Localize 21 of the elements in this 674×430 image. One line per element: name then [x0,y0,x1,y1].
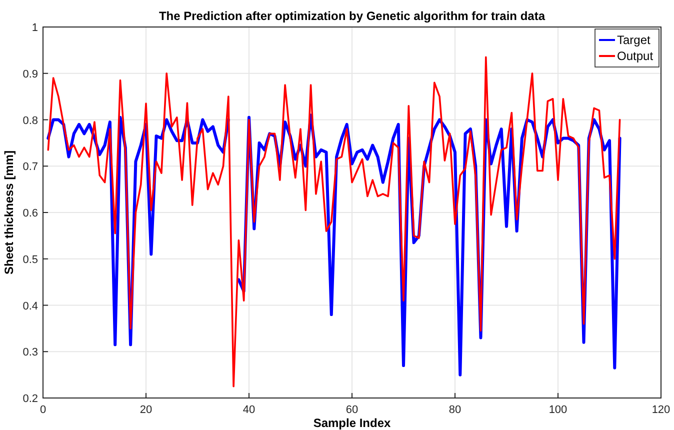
y-tick-label: 0.3 [22,346,38,359]
y-tick-label: 1 [32,22,38,34]
y-tick-label: 0.4 [22,300,38,312]
x-tick-label: 100 [548,404,568,416]
y-tick-label: 0.2 [22,393,38,405]
y-tick-label: 0.7 [22,161,38,174]
x-tick-label: 20 [140,404,152,416]
x-axis-title: Sample Index [313,416,391,430]
legend-label: Target [617,33,652,47]
y-tick-label: 0.8 [22,114,38,127]
x-tick-label: 80 [448,404,462,416]
chart-title: The Prediction after optimization by Genetic algorithm for train data [158,9,546,23]
y-tick-label: 0.9 [22,68,38,80]
x-tick-label: 40 [242,404,256,416]
y-axis-title: Sheet thickness [mm] [2,150,16,275]
x-tick-label: 120 [652,404,670,416]
y-tick-label: 0.6 [22,208,38,220]
x-tick-label: 60 [346,404,358,416]
x-tick-label: 0 [40,404,46,416]
y-tick-label: 0.5 [22,254,38,266]
legend-label: Output [617,49,654,63]
